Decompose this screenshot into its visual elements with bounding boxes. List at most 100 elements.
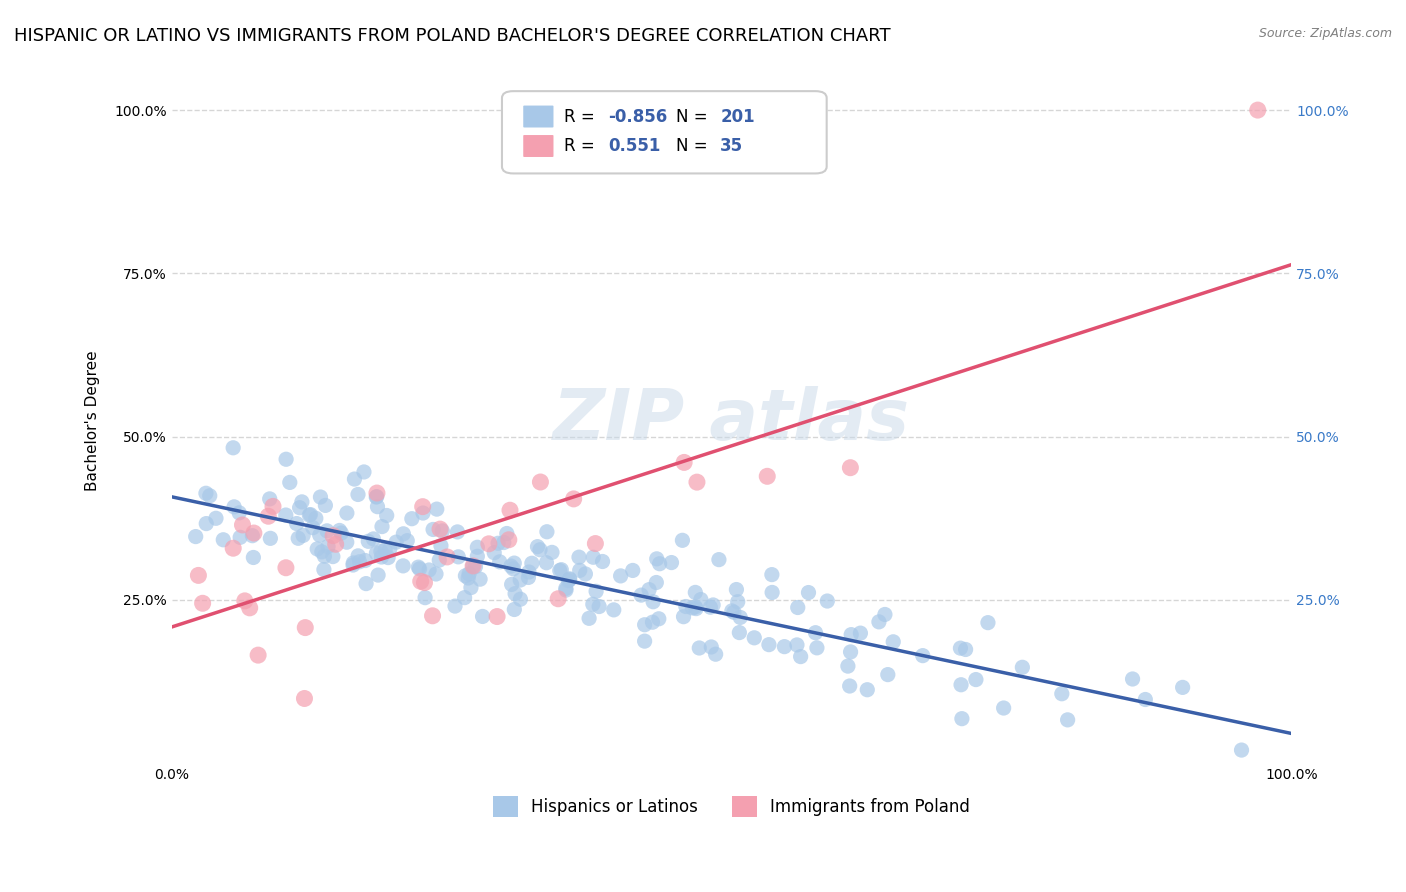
FancyBboxPatch shape — [523, 135, 554, 157]
Point — [336, 506, 359, 520]
Point — [501, 577, 523, 591]
Point — [645, 552, 668, 566]
Point — [498, 533, 520, 547]
Point — [689, 592, 711, 607]
Text: N =: N = — [675, 108, 713, 126]
Point — [413, 591, 436, 605]
Point — [191, 596, 214, 610]
Point — [756, 469, 779, 483]
Point — [685, 601, 707, 615]
Point — [672, 609, 695, 624]
Point — [408, 560, 430, 574]
Point — [422, 523, 444, 537]
Point — [285, 516, 308, 531]
Point — [322, 549, 344, 564]
Point — [558, 572, 581, 586]
Point — [298, 508, 321, 522]
Point — [486, 536, 509, 550]
Point — [503, 587, 526, 601]
Point — [461, 558, 484, 573]
Point — [325, 537, 347, 551]
Point — [648, 557, 671, 571]
Point — [839, 460, 862, 475]
Point — [773, 640, 796, 654]
Point — [212, 533, 235, 547]
Point — [370, 544, 392, 558]
Point — [377, 550, 399, 565]
Point — [426, 502, 449, 516]
Point — [408, 562, 430, 576]
Text: N =: N = — [675, 137, 713, 155]
Point — [499, 503, 522, 517]
Point — [815, 594, 838, 608]
Point — [336, 535, 359, 549]
Point — [294, 691, 316, 706]
Point — [392, 526, 415, 541]
Point — [274, 452, 297, 467]
Point — [378, 542, 401, 557]
Point — [288, 500, 311, 515]
Point — [517, 570, 540, 584]
Point — [950, 678, 973, 692]
Point — [495, 526, 517, 541]
Point — [786, 638, 808, 652]
Point — [554, 582, 576, 596]
Point — [460, 581, 482, 595]
Point — [621, 564, 644, 578]
Point — [648, 612, 671, 626]
Point — [555, 583, 578, 598]
Point — [562, 491, 585, 506]
Point — [314, 549, 336, 564]
Point — [503, 602, 526, 616]
Point — [446, 524, 468, 539]
Point — [328, 524, 350, 538]
Point — [526, 540, 548, 554]
Point — [574, 566, 596, 581]
Point — [401, 511, 423, 525]
Text: Source: ZipAtlas.com: Source: ZipAtlas.com — [1258, 27, 1392, 40]
Point — [630, 588, 652, 602]
Point — [547, 591, 569, 606]
Point — [299, 508, 322, 522]
Legend: Hispanics or Latinos, Immigrants from Poland: Hispanics or Latinos, Immigrants from Po… — [486, 789, 977, 823]
Point — [868, 615, 890, 629]
Point — [838, 679, 860, 693]
Point — [688, 640, 710, 655]
Point — [242, 550, 264, 565]
Point — [342, 556, 364, 570]
Point — [347, 549, 370, 563]
Point — [354, 576, 377, 591]
Point — [761, 567, 783, 582]
Point — [363, 532, 385, 546]
Point — [222, 441, 245, 455]
Point — [259, 532, 281, 546]
Point — [758, 638, 780, 652]
Point — [312, 563, 335, 577]
Point — [366, 500, 388, 514]
Point — [184, 530, 207, 544]
Point — [699, 600, 721, 615]
Point — [247, 648, 270, 662]
Point — [412, 500, 434, 514]
Point — [557, 574, 579, 588]
Point — [583, 536, 606, 550]
Point — [558, 573, 581, 587]
Point — [308, 528, 330, 542]
Point — [742, 631, 765, 645]
Point — [536, 524, 558, 539]
FancyBboxPatch shape — [502, 91, 827, 173]
Point — [704, 647, 727, 661]
Point — [278, 475, 301, 490]
Point — [447, 549, 470, 564]
Point — [633, 634, 655, 648]
Point — [643, 595, 665, 609]
Point — [509, 592, 531, 607]
Point — [461, 558, 484, 573]
Point — [371, 519, 394, 533]
Point — [453, 591, 475, 605]
Point — [641, 615, 664, 630]
Point — [949, 641, 972, 656]
Point — [316, 540, 339, 554]
Point — [721, 604, 744, 618]
Point — [239, 600, 262, 615]
